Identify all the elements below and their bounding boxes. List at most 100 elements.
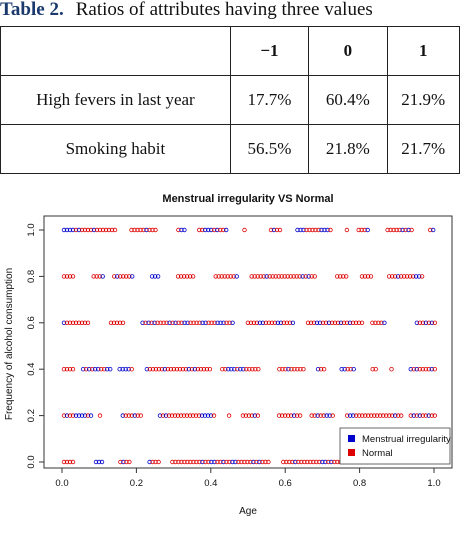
point-menstrual-irregularity bbox=[86, 366, 92, 372]
point-normal bbox=[216, 274, 221, 279]
point-normal bbox=[117, 320, 123, 325]
point-normal bbox=[309, 413, 314, 418]
point-normal bbox=[231, 274, 236, 279]
point-normal bbox=[362, 227, 367, 233]
point-normal bbox=[123, 274, 129, 279]
point-normal bbox=[254, 459, 259, 465]
point-normal bbox=[153, 459, 158, 465]
point-normal bbox=[171, 366, 177, 372]
point-normal bbox=[314, 459, 319, 465]
point-normal bbox=[159, 366, 165, 372]
point-menstrual-irregularity bbox=[257, 459, 262, 465]
point-normal bbox=[357, 413, 362, 418]
point-normal bbox=[251, 320, 257, 325]
point-normal bbox=[401, 274, 407, 279]
y-tick-label: 0.8 bbox=[26, 270, 37, 283]
point-normal bbox=[118, 459, 123, 465]
point-menstrual-irregularity bbox=[64, 413, 70, 418]
point-normal bbox=[184, 274, 190, 279]
point-normal bbox=[323, 320, 329, 325]
point-normal bbox=[392, 274, 398, 279]
point-normal bbox=[272, 320, 278, 325]
point-normal bbox=[175, 274, 181, 279]
point-normal bbox=[188, 459, 193, 465]
point-normal bbox=[407, 274, 413, 279]
point-menstrual-irregularity bbox=[317, 320, 323, 325]
header-cell-minus-one: −1 bbox=[229, 26, 310, 76]
point-normal bbox=[79, 227, 85, 233]
table-cell: 21.7% bbox=[386, 124, 461, 174]
point-normal bbox=[256, 366, 261, 372]
point-normal bbox=[100, 227, 106, 233]
point-normal bbox=[222, 274, 227, 279]
point-normal bbox=[354, 413, 359, 418]
point-normal bbox=[301, 366, 306, 372]
point-menstrual-irregularity bbox=[76, 413, 82, 418]
point-normal bbox=[249, 413, 255, 418]
legend-label-normal: Normal bbox=[362, 448, 393, 459]
point-normal bbox=[213, 274, 218, 279]
point-normal bbox=[417, 366, 422, 372]
point-normal bbox=[350, 320, 356, 325]
point-menstrual-irregularity bbox=[229, 366, 234, 372]
point-menstrual-irregularity bbox=[291, 413, 297, 418]
point-normal bbox=[348, 366, 353, 372]
point-normal bbox=[277, 227, 283, 233]
y-tick-label: 0.2 bbox=[26, 409, 37, 422]
point-menstrual-irregularity bbox=[351, 366, 356, 372]
point-menstrual-irregularity bbox=[182, 320, 187, 325]
point-normal bbox=[141, 227, 146, 233]
point-normal bbox=[269, 320, 275, 325]
point-normal bbox=[426, 320, 432, 325]
point-menstrual-irregularity bbox=[406, 227, 411, 233]
point-normal bbox=[379, 320, 384, 325]
point-menstrual-irregularity bbox=[186, 366, 192, 372]
point-normal bbox=[153, 227, 158, 233]
point-normal bbox=[217, 227, 223, 233]
point-normal bbox=[169, 413, 175, 418]
point-normal bbox=[64, 366, 70, 372]
point-normal bbox=[211, 227, 217, 233]
point-normal bbox=[370, 366, 375, 372]
point-normal bbox=[97, 227, 103, 233]
point-normal bbox=[294, 274, 299, 279]
point-menstrual-irregularity bbox=[205, 227, 211, 233]
x-tick-label: 0.6 bbox=[279, 478, 292, 489]
point-menstrual-irregularity bbox=[230, 320, 235, 325]
point-normal bbox=[149, 320, 154, 325]
point-normal bbox=[266, 320, 272, 325]
point-normal bbox=[67, 459, 73, 465]
point-menstrual-irregularity bbox=[157, 413, 163, 418]
point-normal bbox=[165, 366, 171, 372]
point-normal bbox=[282, 274, 287, 279]
point-normal bbox=[381, 413, 386, 418]
point-normal bbox=[223, 366, 228, 372]
point-menstrual-irregularity bbox=[306, 274, 311, 279]
point-normal bbox=[312, 413, 317, 418]
point-normal bbox=[61, 459, 67, 465]
point-normal bbox=[303, 274, 308, 279]
point-menstrual-irregularity bbox=[257, 320, 263, 325]
point-menstrual-irregularity bbox=[123, 366, 128, 372]
row-label: Smoking habit bbox=[0, 124, 231, 174]
point-normal bbox=[166, 413, 172, 418]
point-normal bbox=[98, 366, 104, 372]
point-normal bbox=[389, 274, 395, 279]
point-normal bbox=[203, 459, 208, 465]
point-menstrual-irregularity bbox=[339, 366, 344, 372]
y-tick-label: 0.4 bbox=[26, 363, 37, 376]
ratios-table: −1 0 1 High fevers in last year 17.7% 60… bbox=[0, 26, 461, 174]
point-menstrual-irregularity bbox=[275, 320, 281, 325]
point-menstrual-irregularity bbox=[226, 366, 231, 372]
point-normal bbox=[204, 366, 210, 372]
point-normal bbox=[176, 320, 181, 325]
point-normal bbox=[344, 227, 350, 233]
point-menstrual-irregularity bbox=[223, 227, 229, 233]
table-cell: 21.9% bbox=[386, 75, 461, 125]
point-normal bbox=[61, 274, 67, 279]
point-normal bbox=[194, 320, 199, 325]
point-normal bbox=[156, 459, 161, 465]
point-menstrual-irregularity bbox=[202, 413, 208, 418]
point-normal bbox=[390, 413, 395, 418]
point-menstrual-irregularity bbox=[163, 413, 169, 418]
